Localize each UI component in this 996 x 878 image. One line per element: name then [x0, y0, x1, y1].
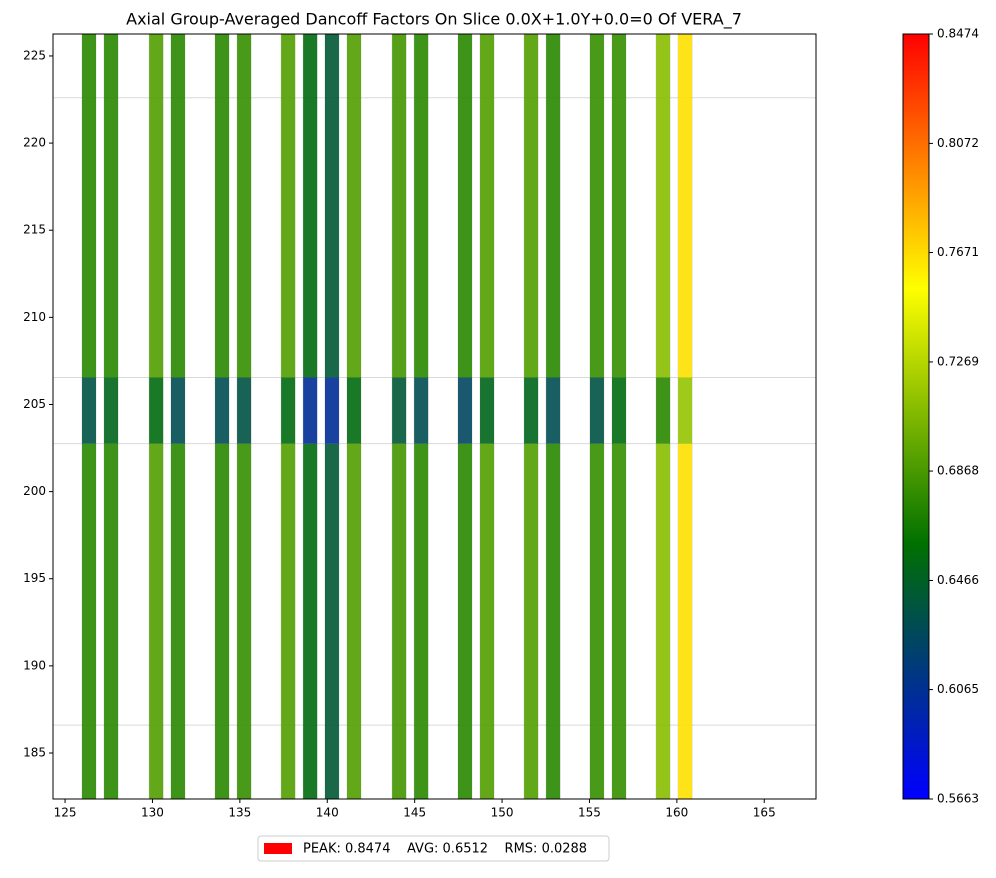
cell: [392, 443, 407, 799]
cell: [324, 34, 339, 378]
cell: [524, 443, 539, 799]
cell: [656, 443, 671, 799]
cell: [458, 377, 472, 444]
cell: [612, 34, 626, 378]
cell: [347, 443, 361, 799]
legend-label: PEAK: 0.8474 AVG: 0.6512 RMS: 0.0288: [303, 842, 587, 857]
cell: [104, 443, 119, 799]
colorbar-tick-label: 0.7269: [937, 354, 979, 368]
cell: [656, 34, 671, 378]
cell: [82, 443, 97, 799]
y-tick-label: 200: [23, 484, 46, 498]
cell: [546, 443, 561, 799]
y-tick-label: 195: [23, 571, 46, 585]
cell: [281, 443, 296, 799]
cell: [480, 34, 495, 378]
cell: [170, 443, 185, 799]
cell: [281, 34, 296, 378]
colorbar-tick-label: 0.5663: [937, 792, 979, 806]
x-tick-label: 125: [54, 806, 77, 820]
x-tick-label: 145: [403, 806, 426, 820]
x-tick-label: 155: [578, 806, 601, 820]
legend-box: [257, 835, 610, 862]
x-tick-label: 150: [491, 806, 514, 820]
cell: [546, 34, 561, 378]
cell: [82, 377, 97, 444]
cell: [149, 34, 164, 378]
cell: [347, 377, 361, 444]
cell: [104, 34, 119, 378]
cell: [458, 443, 472, 799]
colorbar-tick-label: 0.8474: [937, 27, 979, 41]
cell: [612, 377, 626, 444]
colorbar-tick-label: 0.6868: [937, 464, 979, 478]
colorbar-tick-label: 0.6065: [937, 682, 979, 696]
cell: [414, 377, 429, 444]
y-tick-label: 210: [23, 310, 46, 324]
x-tick-label: 130: [141, 806, 164, 820]
cell: [303, 377, 318, 444]
y-tick-label: 215: [23, 223, 46, 237]
cell: [678, 443, 693, 799]
cell: [324, 443, 339, 799]
y-tick-label: 225: [23, 48, 46, 62]
cell: [324, 377, 339, 444]
cell: [678, 34, 693, 378]
cell: [215, 377, 230, 444]
cell: [524, 377, 539, 444]
x-tick-label: 160: [665, 806, 688, 820]
legend-swatch: [264, 843, 292, 854]
y-tick-label: 190: [23, 658, 46, 672]
cell: [612, 443, 626, 799]
cell: [149, 443, 164, 799]
cell: [303, 34, 318, 378]
y-tick-label: 220: [23, 136, 46, 150]
x-tick-label: 135: [228, 806, 251, 820]
cell: [414, 34, 429, 378]
cell: [237, 443, 252, 799]
cell: [170, 377, 185, 444]
cell: [237, 377, 252, 444]
cell: [303, 443, 318, 799]
cell: [215, 34, 230, 378]
cell: [215, 443, 230, 799]
cell: [82, 34, 97, 378]
chart-title: Axial Group-Averaged Dancoff Factors On …: [126, 10, 742, 30]
cell: [237, 34, 252, 378]
y-tick-label: 205: [23, 397, 46, 411]
cell: [546, 377, 561, 444]
cell: [149, 377, 164, 444]
cell: [678, 377, 693, 444]
colorbar-tick-label: 0.6466: [937, 573, 979, 587]
cell: [480, 377, 495, 444]
x-tick-label: 165: [753, 806, 776, 820]
cell: [524, 34, 539, 378]
y-tick-label: 185: [23, 745, 46, 759]
cell: [458, 34, 472, 378]
cell: [589, 377, 604, 444]
cell: [656, 377, 671, 444]
cell: [104, 377, 119, 444]
cell: [281, 377, 296, 444]
x-tick-label: 140: [316, 806, 339, 820]
cell: [392, 377, 407, 444]
colorbar-tick-label: 0.8072: [937, 136, 979, 150]
cell: [414, 443, 429, 799]
colorbar: [902, 33, 930, 800]
cell: [589, 443, 604, 799]
cell: [170, 34, 185, 378]
plot-frame: [52, 33, 817, 800]
cell: [589, 34, 604, 378]
cell: [347, 34, 361, 378]
cell: [392, 34, 407, 378]
colorbar-tick-label: 0.7671: [937, 245, 979, 259]
cell: [480, 443, 495, 799]
